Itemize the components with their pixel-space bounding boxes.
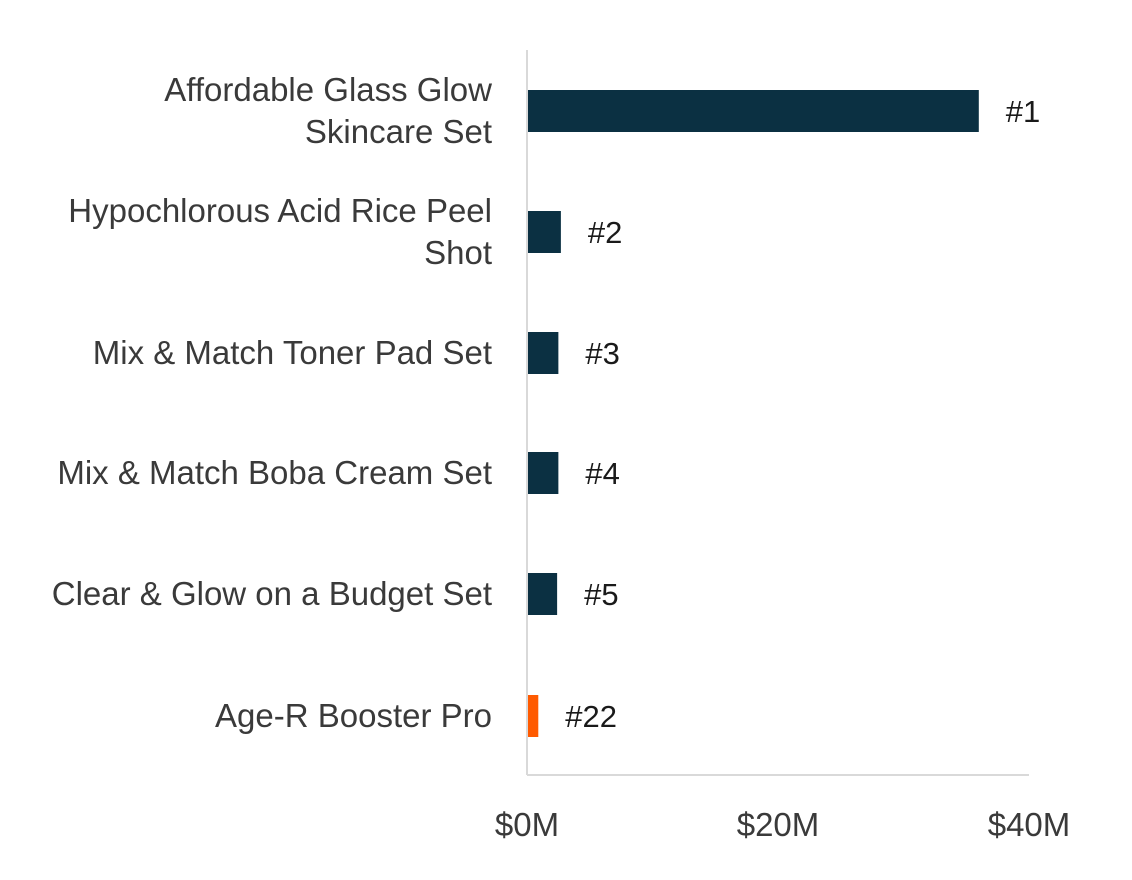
bar-6 [527,695,539,737]
category-label-3: Mix & Match Toner Pad Set [93,334,492,371]
labels-layer: #1 Affordable Glass Glow Skincare Set #2 Hyp… [52,71,1071,843]
bar-3 [527,332,559,374]
category-label-line: Affordable Glass Glow [164,71,492,108]
category-label-5: Clear & Glow on a Budget Set [52,575,492,612]
category-label-line: Mix & Match Toner Pad Set [93,334,492,371]
bar-1 [527,90,979,132]
bar-5 [527,573,558,615]
bar-data-label-5: #5 [584,577,618,612]
category-label-line: Hypochlorous Acid Rice Peel [68,192,492,229]
bar-2 [527,211,561,253]
bar-data-label-3: #3 [585,336,619,371]
category-label-line: Age-R Booster Pro [215,697,492,734]
bar-data-label-1: #1 [1006,94,1040,129]
category-label-4: Mix & Match Boba Cream Set [57,454,492,491]
bar-data-label-4: #4 [585,456,619,491]
axis-layer [526,50,1029,776]
category-label-line: Mix & Match Boba Cream Set [57,454,492,491]
bar-data-label-2: #2 [588,215,622,250]
bar-data-label-6: #22 [565,699,617,734]
x-tick-label-1: $0M [495,806,559,843]
x-tick-label-2: $20M [737,806,820,843]
category-label-6: Age-R Booster Pro [215,697,492,734]
x-tick-label-3: $40M [988,806,1071,843]
bar-4 [527,452,559,494]
category-label-line: Skincare Set [305,113,492,150]
bars-layer [527,90,979,737]
category-label-1: Affordable Glass Glow Skincare Set [164,71,492,150]
category-label-line: Clear & Glow on a Budget Set [52,575,492,612]
category-label-line: Shot [424,234,492,271]
category-label-2: Hypochlorous Acid Rice Peel Shot [68,192,492,271]
